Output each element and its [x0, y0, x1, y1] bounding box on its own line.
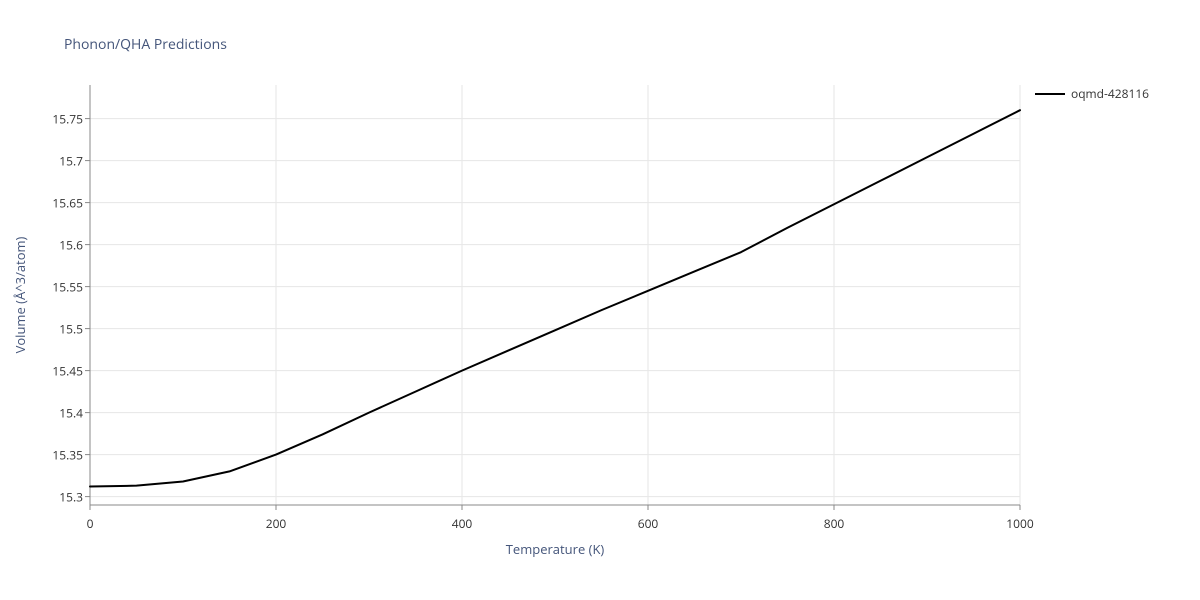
- y-tick-label: 15.5: [45, 320, 83, 337]
- y-tick-label: 15.6: [45, 236, 83, 253]
- legend[interactable]: oqmd-428116: [1035, 85, 1149, 102]
- y-tick-label: 15.65: [45, 194, 83, 211]
- y-axis-label: Volume (Å^3/atom): [11, 237, 29, 354]
- series-line[interactable]: [90, 110, 1020, 486]
- x-tick-label: 1000: [1006, 515, 1033, 532]
- y-tick-label: 15.35: [45, 446, 83, 463]
- y-tick-label: 15.4: [45, 404, 83, 421]
- legend-swatch-icon: [1035, 93, 1065, 95]
- plot-area: [90, 85, 1020, 505]
- chart-title: Phonon/QHA Predictions: [64, 35, 227, 54]
- x-tick-label: 0: [87, 515, 94, 532]
- x-tick-label: 400: [452, 515, 473, 532]
- x-tick-label: 200: [266, 515, 287, 532]
- y-tick-label: 15.45: [45, 362, 83, 379]
- y-tick-label: 15.55: [45, 278, 83, 295]
- y-tick-label: 15.7: [45, 152, 83, 169]
- plot-svg: [90, 85, 1020, 505]
- y-tick-label: 15.75: [45, 110, 83, 127]
- x-tick-label: 800: [824, 515, 845, 532]
- chart-container: Phonon/QHA Predictions Volume (Å^3/atom)…: [0, 0, 1200, 600]
- legend-series-label: oqmd-428116: [1071, 85, 1149, 102]
- x-tick-label: 600: [638, 515, 659, 532]
- y-tick-label: 15.3: [45, 488, 83, 505]
- x-axis-label: Temperature (K): [506, 540, 605, 558]
